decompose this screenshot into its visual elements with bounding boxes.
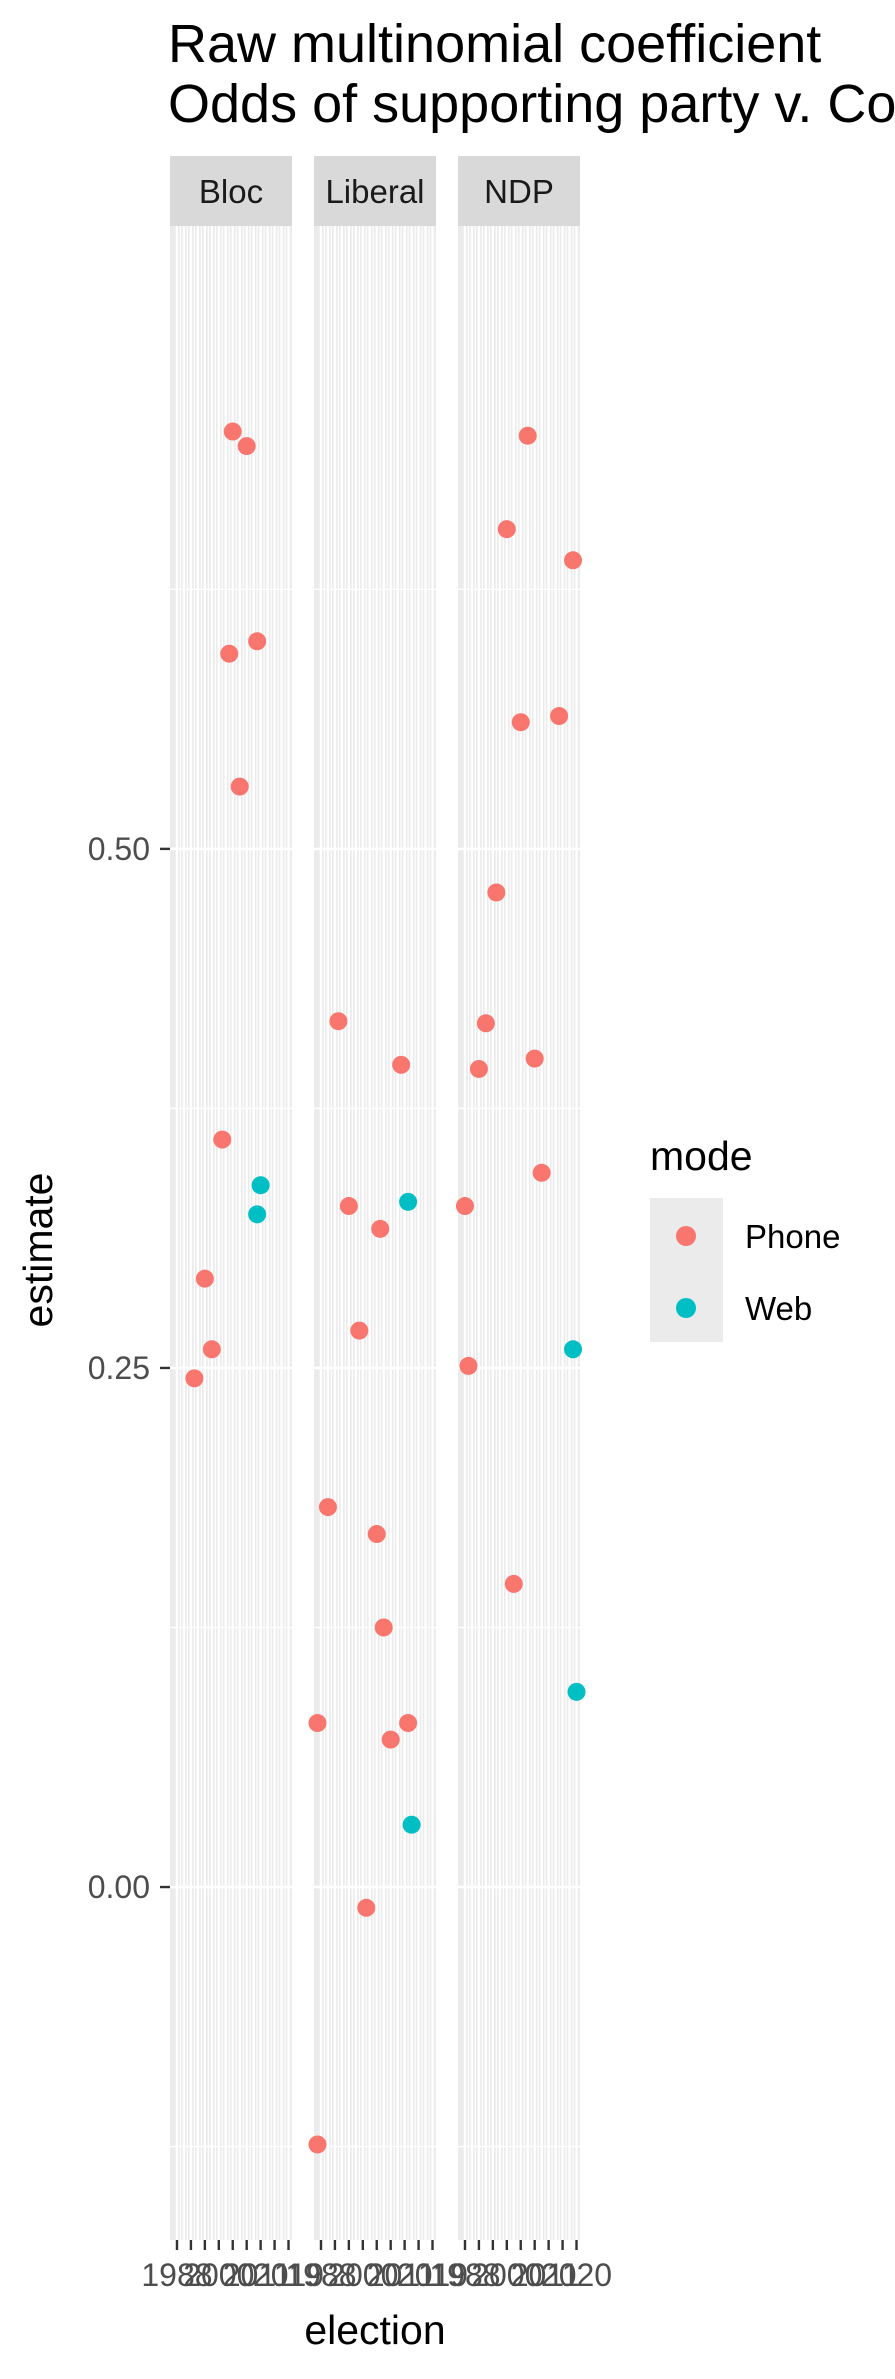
data-point	[487, 883, 506, 902]
data-point	[202, 1340, 221, 1359]
x-tick-label: 2000	[183, 2257, 254, 2293]
facet-panel-liberal: Liberal	[314, 156, 436, 2240]
y-axis: 0.00 0.25 0.50	[88, 831, 170, 1905]
data-point	[402, 1815, 421, 1834]
chart-subtitle: Odds of supporting party v. Co	[168, 74, 895, 134]
facet-panel-ndp: NDP	[458, 156, 580, 2240]
y-axis-title: estimate	[15, 1173, 61, 1328]
data-point	[237, 437, 256, 456]
legend-title: mode	[650, 1133, 753, 1179]
data-point	[251, 1176, 270, 1195]
data-point	[469, 1059, 488, 1078]
data-point	[329, 1012, 348, 1031]
x-tick-label: 1988	[285, 2257, 356, 2293]
data-point	[459, 1356, 478, 1375]
data-point	[392, 1055, 411, 1074]
facet-strip	[170, 156, 292, 226]
x-tick-label: 2011	[511, 2257, 580, 2293]
data-point	[455, 1197, 474, 1216]
data-point	[185, 1369, 204, 1388]
data-point	[532, 1163, 551, 1182]
x-axis-title: election	[304, 2307, 445, 2353]
facet-strip-label: NDP	[484, 173, 554, 210]
data-point	[511, 713, 530, 732]
data-point	[248, 1205, 267, 1224]
x-tick-label: 2019	[397, 2257, 468, 2293]
data-point	[230, 777, 249, 796]
x-tick-label: 1988	[141, 2257, 212, 2293]
series-web	[248, 1176, 586, 1834]
data-point	[308, 2135, 327, 2154]
x-tick-label: 2011	[367, 2257, 436, 2293]
data-point	[371, 1219, 390, 1238]
chart-title: Raw multinomial coefficient	[168, 14, 821, 74]
data-point	[339, 1197, 358, 1216]
data-point	[399, 1192, 418, 1211]
data-point	[350, 1321, 369, 1340]
facet-panels: Bloc Liberal NDP	[170, 156, 586, 2240]
data-point	[367, 1525, 386, 1544]
facet-strip	[458, 156, 580, 226]
data-point	[525, 1049, 544, 1068]
data-point	[564, 551, 583, 570]
legend-key	[676, 1226, 696, 1246]
x-tick-label: 1988	[429, 2257, 500, 2293]
x-tick-label: 2000	[471, 2257, 542, 2293]
legend: mode Phone Web	[650, 1133, 840, 1342]
data-point	[381, 1730, 400, 1749]
data-point	[357, 1898, 376, 1917]
facet-strip-label: Liberal	[325, 173, 424, 210]
legend-key	[676, 1298, 696, 1318]
legend-label: Web	[745, 1290, 812, 1327]
facet-strip	[314, 156, 436, 226]
data-point	[476, 1014, 495, 1033]
legend-label: Phone	[745, 1218, 840, 1255]
facet-strip-label: Bloc	[199, 173, 263, 210]
x-tick-label: 2019	[253, 2257, 324, 2293]
x-axis: 1988200020112019198820002011201919882000…	[141, 2240, 612, 2293]
data-point	[567, 1682, 586, 1701]
x-tick-label: 2000	[327, 2257, 398, 2293]
legend-key-background	[650, 1198, 723, 1342]
data-point	[213, 1130, 232, 1149]
data-point	[564, 1340, 583, 1359]
series-phone	[185, 422, 583, 2154]
data-point	[248, 632, 267, 651]
x-tick-label: 2020	[541, 2257, 612, 2293]
x-tick-label: 2011	[223, 2257, 292, 2293]
data-point	[195, 1269, 214, 1288]
y-tick-label: 0.50	[88, 831, 150, 867]
data-point	[318, 1498, 337, 1517]
data-point	[223, 422, 242, 441]
data-point	[399, 1714, 418, 1733]
facet-panel-bloc: Bloc	[170, 156, 292, 2240]
data-point	[518, 426, 537, 445]
data-point	[497, 520, 516, 539]
data-point	[550, 707, 569, 726]
y-tick-label: 0.00	[88, 1869, 150, 1905]
data-point	[504, 1574, 523, 1593]
legend-entries: Phone Web	[676, 1218, 840, 1327]
data-point	[308, 1714, 327, 1733]
data-point	[220, 644, 239, 663]
y-tick-label: 0.25	[88, 1350, 150, 1386]
data-point	[374, 1618, 393, 1637]
